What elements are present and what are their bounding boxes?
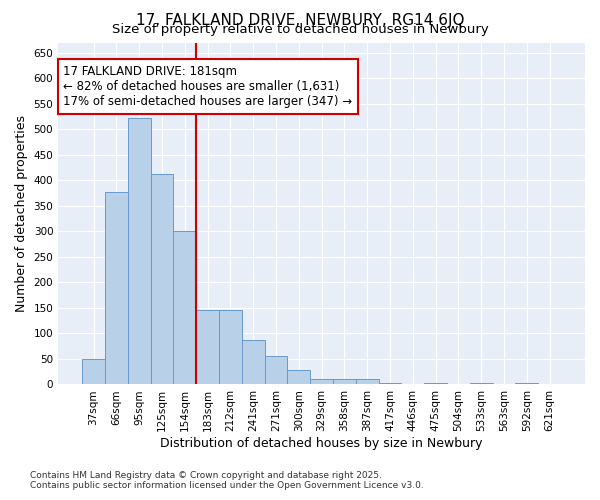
Bar <box>105 192 128 384</box>
Bar <box>265 356 287 384</box>
Text: 17 FALKLAND DRIVE: 181sqm
← 82% of detached houses are smaller (1,631)
17% of se: 17 FALKLAND DRIVE: 181sqm ← 82% of detac… <box>64 64 353 108</box>
Bar <box>173 232 196 384</box>
Bar <box>219 310 242 384</box>
Bar <box>151 174 173 384</box>
Bar <box>333 380 356 384</box>
Bar <box>242 340 265 384</box>
Bar <box>128 118 151 384</box>
Bar <box>310 380 333 384</box>
Text: Size of property relative to detached houses in Newbury: Size of property relative to detached ho… <box>112 22 488 36</box>
Bar <box>196 310 219 384</box>
Bar <box>82 359 105 384</box>
Bar <box>356 380 379 384</box>
Y-axis label: Number of detached properties: Number of detached properties <box>15 115 28 312</box>
Text: 17, FALKLAND DRIVE, NEWBURY, RG14 6JQ: 17, FALKLAND DRIVE, NEWBURY, RG14 6JQ <box>136 12 464 28</box>
Text: Contains HM Land Registry data © Crown copyright and database right 2025.
Contai: Contains HM Land Registry data © Crown c… <box>30 470 424 490</box>
Bar <box>287 370 310 384</box>
X-axis label: Distribution of detached houses by size in Newbury: Distribution of detached houses by size … <box>160 437 483 450</box>
